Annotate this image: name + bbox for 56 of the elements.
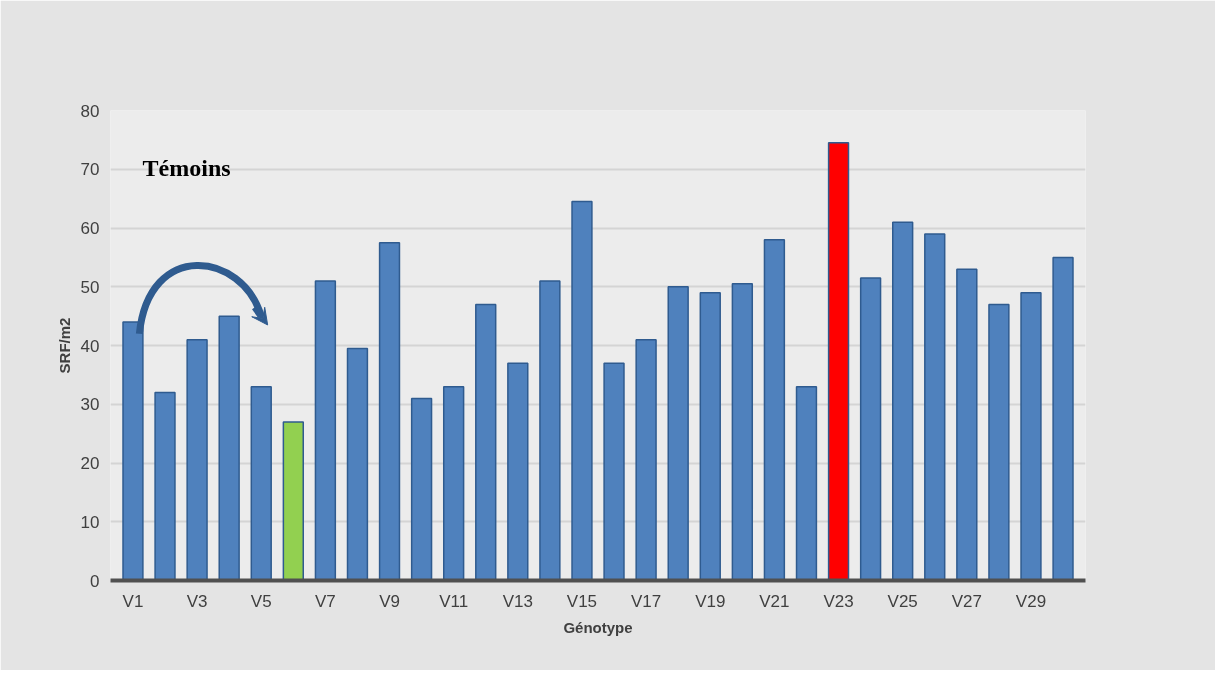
y-tick-label: 70 <box>80 160 100 180</box>
y-tick-label: 0 <box>90 571 100 591</box>
bar <box>250 385 272 581</box>
x-tick-label: V23 <box>823 591 854 611</box>
bar <box>186 338 208 581</box>
x-tick-label: V17 <box>630 591 662 611</box>
y-tick-label: 20 <box>80 454 100 473</box>
bar <box>956 268 978 581</box>
bar <box>924 233 946 581</box>
x-tick-label: V1 <box>122 591 144 611</box>
bar <box>763 239 786 581</box>
x-tick-label: V19 <box>695 591 726 611</box>
bar <box>507 362 529 581</box>
y-tick-label: 60 <box>80 219 100 238</box>
bar <box>635 338 657 581</box>
bar <box>859 277 882 581</box>
y-tick-label: 80 <box>80 101 100 121</box>
bar <box>571 200 593 581</box>
y-tick-label: 50 <box>80 277 100 297</box>
bar <box>314 280 337 581</box>
bar <box>154 391 176 581</box>
bar <box>282 421 304 581</box>
x-tick-label: V7 <box>314 591 336 611</box>
bar <box>1020 291 1042 581</box>
bar <box>218 315 240 581</box>
x-tick-label: V21 <box>759 591 790 611</box>
bar <box>1052 256 1074 581</box>
x-tick-label: V15 <box>566 591 598 611</box>
annotation: Témoins <box>142 155 231 181</box>
x-tick-label: V5 <box>250 591 272 611</box>
bar <box>667 286 689 581</box>
bar <box>346 347 369 581</box>
bar <box>731 283 754 581</box>
bar <box>410 397 433 581</box>
y-axis-title: SRF/m2 <box>55 317 73 374</box>
bar <box>475 303 497 581</box>
x-tick-label: V9 <box>379 591 400 611</box>
x-tick-label: V13 <box>502 591 533 611</box>
bar <box>892 221 914 581</box>
bar <box>795 385 818 581</box>
bar <box>539 280 561 581</box>
bar <box>442 385 465 581</box>
y-tick-label: 40 <box>80 336 100 356</box>
x-tick-label: V29 <box>1015 591 1047 611</box>
bar <box>988 303 1010 581</box>
bar <box>378 241 401 581</box>
bar <box>827 142 850 581</box>
bar <box>699 291 721 581</box>
y-tick-label: 10 <box>80 512 100 532</box>
bar <box>603 362 625 581</box>
x-tick-label: V27 <box>951 591 982 611</box>
x-tick-label: V25 <box>887 591 918 611</box>
x-axis-title: Génotype <box>563 618 633 636</box>
x-tick-label: V3 <box>186 591 208 611</box>
x-tick-label: V11 <box>439 591 469 611</box>
y-tick-label: 30 <box>80 395 100 415</box>
